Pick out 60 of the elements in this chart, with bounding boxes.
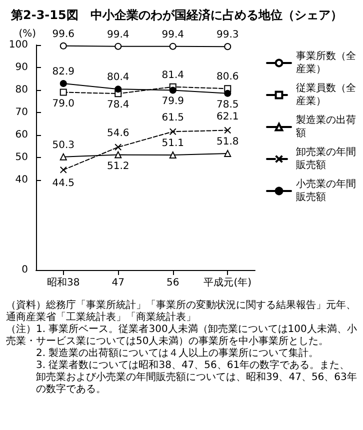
data-label: 80.4 xyxy=(106,72,130,84)
data-label: 79.9 xyxy=(162,96,184,108)
y-tick-label: 0 xyxy=(22,264,28,276)
point xyxy=(114,151,122,158)
legend-label: 卸売業の年間販売額 xyxy=(296,146,356,171)
point xyxy=(114,144,122,151)
data-label: 62.1 xyxy=(216,111,239,122)
point xyxy=(114,86,122,93)
data-label: 99.4 xyxy=(162,29,184,40)
point xyxy=(224,150,232,157)
point xyxy=(224,126,232,134)
data-label: 79.0 xyxy=(52,98,75,110)
data-label: 44.5 xyxy=(52,178,75,189)
data-label: 51.1 xyxy=(162,138,184,150)
y-tick-label: 70 xyxy=(15,107,28,118)
text: （資料）総務庁「事業所統計」「事業所の変動状況に関する結果報告」元年、通商産業省「工業統計表」「商業統計表」 xyxy=(6,300,357,324)
y-tick-label: 90 xyxy=(15,62,28,73)
x-tick-label: 56 xyxy=(166,278,180,288)
x-tick-label: 平成元(年) xyxy=(204,276,252,288)
point xyxy=(60,80,67,87)
data-label: 61.5 xyxy=(162,112,184,124)
point xyxy=(60,166,67,174)
point xyxy=(224,43,232,50)
point xyxy=(169,152,176,159)
point xyxy=(169,86,176,94)
data-label: 81.4 xyxy=(162,70,184,81)
data-label: 99.4 xyxy=(106,29,130,40)
point xyxy=(60,153,67,160)
y-tick-label: 80 xyxy=(15,84,28,96)
y-tick-label: 40 xyxy=(15,174,28,186)
y-tick-label: 60 xyxy=(15,130,28,140)
legend-label: 小売業の年間販売額 xyxy=(296,178,356,203)
data-label: 54.6 xyxy=(106,128,130,140)
text: （注）1. 事業所ベース。従業者300人未満（卸売業については100人未満、小売業・サービス業については50人未満）の事業所を中小事業所とした。 xyxy=(6,324,357,348)
point xyxy=(114,42,122,50)
data-label: 82.9 xyxy=(52,66,75,78)
data-label: 78.5 xyxy=(216,99,239,110)
text: 2. 製造業の出荷額については４人以上の事業所について集計。 xyxy=(35,348,320,360)
data-label: 99.6 xyxy=(52,28,75,40)
point xyxy=(60,42,67,50)
point xyxy=(169,128,176,136)
chart-title: 第2-3-15図 中小企業のわが国経済に占める地位（シェア） xyxy=(10,8,342,22)
x-tick-label: 47 xyxy=(112,278,124,288)
data-label: 99.3 xyxy=(216,30,239,41)
y-tick-label: 50 xyxy=(15,152,28,163)
legend-label: 従業員数（全産業） xyxy=(296,82,356,107)
data-label: 80.6 xyxy=(216,72,239,83)
point xyxy=(169,42,176,50)
x-tick-label: 昭和38 xyxy=(47,276,80,288)
data-label: 51.8 xyxy=(216,136,239,148)
point xyxy=(224,90,232,97)
point xyxy=(60,88,67,96)
y-axis-title: (%) xyxy=(18,28,36,40)
text: 3. 従業者数については昭和38、47、56、61年の数字である。また、卸売業および小売業の年間販売額については、昭和39、47、56、63年の数字である。 xyxy=(35,360,357,396)
data-label: 78.4 xyxy=(106,100,130,111)
data-label: 51.2 xyxy=(106,160,130,172)
legend-label: 事業所数（全産業） xyxy=(296,50,356,75)
legend-label: 製造業の出荷額 xyxy=(296,114,356,139)
data-label: 50.3 xyxy=(52,140,75,151)
y-tick-label: 100 xyxy=(8,40,28,50)
